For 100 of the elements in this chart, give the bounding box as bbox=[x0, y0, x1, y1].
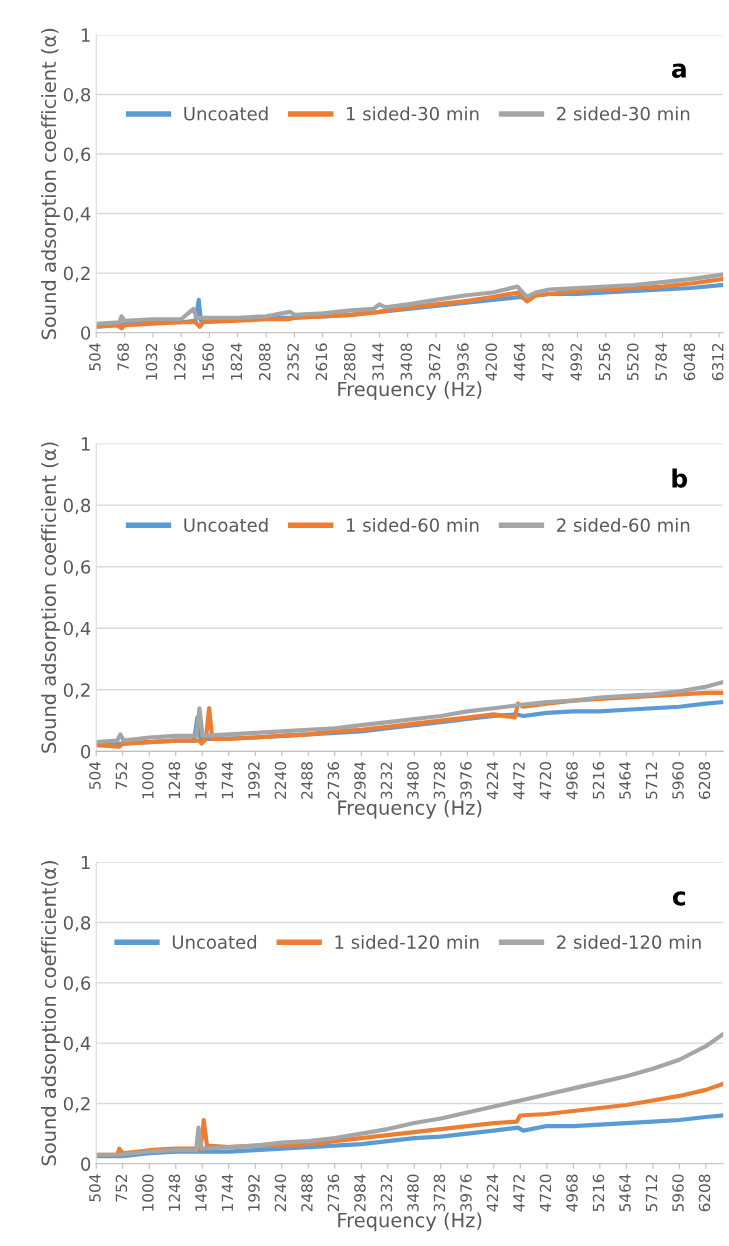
x-tick-label: 3232 bbox=[380, 762, 393, 799]
x-tick-label: 5464 bbox=[619, 761, 631, 799]
y-tick-label: 1 bbox=[81, 28, 90, 42]
x-tick-label: 504 bbox=[89, 761, 101, 790]
x-tick-label: 504 bbox=[89, 343, 101, 371]
x-tick-label: 1296 bbox=[174, 343, 186, 380]
x-tick-label: 4472 bbox=[513, 1175, 525, 1212]
y-tick-label: 0,4 bbox=[63, 1036, 91, 1053]
x-tick-label: 4472 bbox=[513, 762, 525, 800]
x-tick-label: 4720 bbox=[539, 762, 552, 800]
annotation: b bbox=[672, 468, 688, 488]
legend-label: 1 sided-30 min bbox=[346, 106, 479, 121]
x-tick-label: 5464 bbox=[619, 1174, 631, 1212]
x-tick-label: 4224 bbox=[486, 1174, 499, 1212]
x-tick-label: 4968 bbox=[566, 762, 578, 800]
y-tick-label: 0,8 bbox=[63, 87, 91, 104]
x-tick-label: 2088 bbox=[258, 343, 271, 381]
y-tick-label: 0,2 bbox=[63, 683, 90, 699]
x-tick-label: 752 bbox=[115, 1175, 128, 1202]
x-tick-label: 1560 bbox=[202, 343, 214, 380]
x-tick-label: 4728 bbox=[542, 343, 554, 381]
x-tick-label: 3976 bbox=[460, 762, 472, 799]
x-tick-label: 1992 bbox=[248, 762, 260, 799]
y-axis-title: Sound adsorption coefficient (α) bbox=[41, 28, 60, 340]
x-tick-label: 6312 bbox=[711, 343, 724, 381]
y-tick-label: 0,8 bbox=[63, 498, 91, 515]
y-tick-label: 0,2 bbox=[63, 1096, 90, 1113]
x-tick-label: 1000 bbox=[142, 762, 154, 799]
y-tick-label: 0,6 bbox=[63, 976, 91, 992]
x-tick-label: 2984 bbox=[354, 1174, 366, 1212]
legend-label: 1 sided-60 min bbox=[346, 517, 479, 532]
legend-label: 2 sided-60 min bbox=[557, 517, 690, 532]
x-tick-label: 768 bbox=[117, 343, 129, 371]
x-tick-label: 4968 bbox=[566, 1174, 578, 1212]
annotation: a bbox=[671, 63, 686, 78]
x-tick-label: 4720 bbox=[539, 1174, 552, 1212]
x-tick-label: 6048 bbox=[683, 343, 696, 381]
y-tick-label: 0,4 bbox=[63, 207, 91, 223]
y-tick-label: 0,4 bbox=[63, 621, 91, 638]
y-tick-label: 1 bbox=[81, 437, 90, 451]
x-tick-label: 3232 bbox=[380, 1175, 393, 1212]
y-axis-title: Sound adsorption coefficient(α) bbox=[41, 861, 60, 1166]
x-tick-label: 5712 bbox=[645, 1175, 658, 1212]
y-tick-label: 1 bbox=[81, 855, 90, 870]
x-tick-label: 3480 bbox=[407, 1174, 419, 1212]
x-tick-label: 2880 bbox=[343, 343, 356, 381]
x-tick-label: 4464 bbox=[513, 343, 526, 381]
x-axis-title: Frequency (Hz) bbox=[338, 1212, 482, 1232]
x-tick-label: 5712 bbox=[645, 762, 658, 799]
y-tick-label: 0 bbox=[81, 1157, 91, 1171]
x-tick-label: 2240 bbox=[274, 1174, 287, 1212]
x-tick-label: 3672 bbox=[428, 343, 441, 381]
x-tick-label: 1992 bbox=[248, 1175, 260, 1211]
x-tick-label: 6208 bbox=[698, 1174, 711, 1212]
y-tick-label: 0 bbox=[81, 744, 91, 759]
x-tick-label: 1744 bbox=[221, 761, 233, 799]
legend-label: Uncoated bbox=[184, 106, 268, 121]
y-tick-label: 0 bbox=[81, 326, 91, 340]
x-tick-label: 2240 bbox=[274, 762, 287, 799]
legend-label: Uncoated bbox=[172, 934, 257, 949]
x-tick-label: 1248 bbox=[168, 762, 181, 799]
y-tick-label: 0,6 bbox=[63, 147, 91, 163]
x-tick-label: 1824 bbox=[230, 343, 243, 380]
x-tick-label: 6208 bbox=[698, 762, 711, 799]
x-tick-label: 1496 bbox=[195, 762, 207, 799]
x-tick-label: 3480 bbox=[407, 762, 419, 799]
legend-label: 2 sided-30 min bbox=[557, 106, 690, 121]
x-tick-label: 5520 bbox=[627, 343, 639, 381]
annotation: c bbox=[672, 891, 686, 906]
line-series bbox=[96, 1032, 724, 1157]
x-tick-label: 4224 bbox=[486, 761, 499, 800]
x-tick-label: 2616 bbox=[315, 343, 328, 381]
x-tick-label: 5960 bbox=[672, 1174, 684, 1212]
x-tick-label: 2984 bbox=[354, 761, 366, 799]
legend-label: 1 sided-120 min bbox=[335, 934, 479, 949]
x-tick-label: 5256 bbox=[598, 343, 611, 381]
x-tick-label: 4200 bbox=[485, 343, 498, 381]
x-tick-label: 1496 bbox=[195, 1174, 207, 1211]
y-tick-label: 0,8 bbox=[63, 916, 91, 932]
x-tick-label: 2736 bbox=[327, 762, 340, 799]
line-series bbox=[96, 680, 724, 745]
x-tick-label: 2488 bbox=[301, 762, 313, 799]
x-tick-label: 504 bbox=[89, 1174, 101, 1202]
x-tick-label: 1248 bbox=[168, 1174, 181, 1211]
x-tick-label: 752 bbox=[115, 762, 128, 789]
x-tick-label: 1032 bbox=[145, 343, 158, 380]
x-axis-title: Frequency (Hz) bbox=[338, 381, 482, 401]
x-tick-label: 2352 bbox=[287, 343, 299, 381]
y-tick-label: 0,2 bbox=[63, 266, 90, 283]
x-tick-label: 2736 bbox=[327, 1174, 340, 1212]
x-axis-title: Frequency (Hz) bbox=[338, 799, 482, 819]
x-tick-label: 1000 bbox=[142, 1174, 154, 1211]
x-tick-label: 5216 bbox=[592, 762, 605, 799]
x-tick-label: 3408 bbox=[400, 343, 413, 381]
x-tick-label: 4992 bbox=[570, 343, 582, 381]
x-tick-label: 5216 bbox=[592, 1174, 605, 1212]
legend-label: Uncoated bbox=[184, 517, 268, 532]
x-tick-label: 3936 bbox=[457, 343, 469, 381]
y-tick-label: 0,6 bbox=[63, 560, 91, 576]
x-tick-label: 2488 bbox=[301, 1174, 313, 1212]
